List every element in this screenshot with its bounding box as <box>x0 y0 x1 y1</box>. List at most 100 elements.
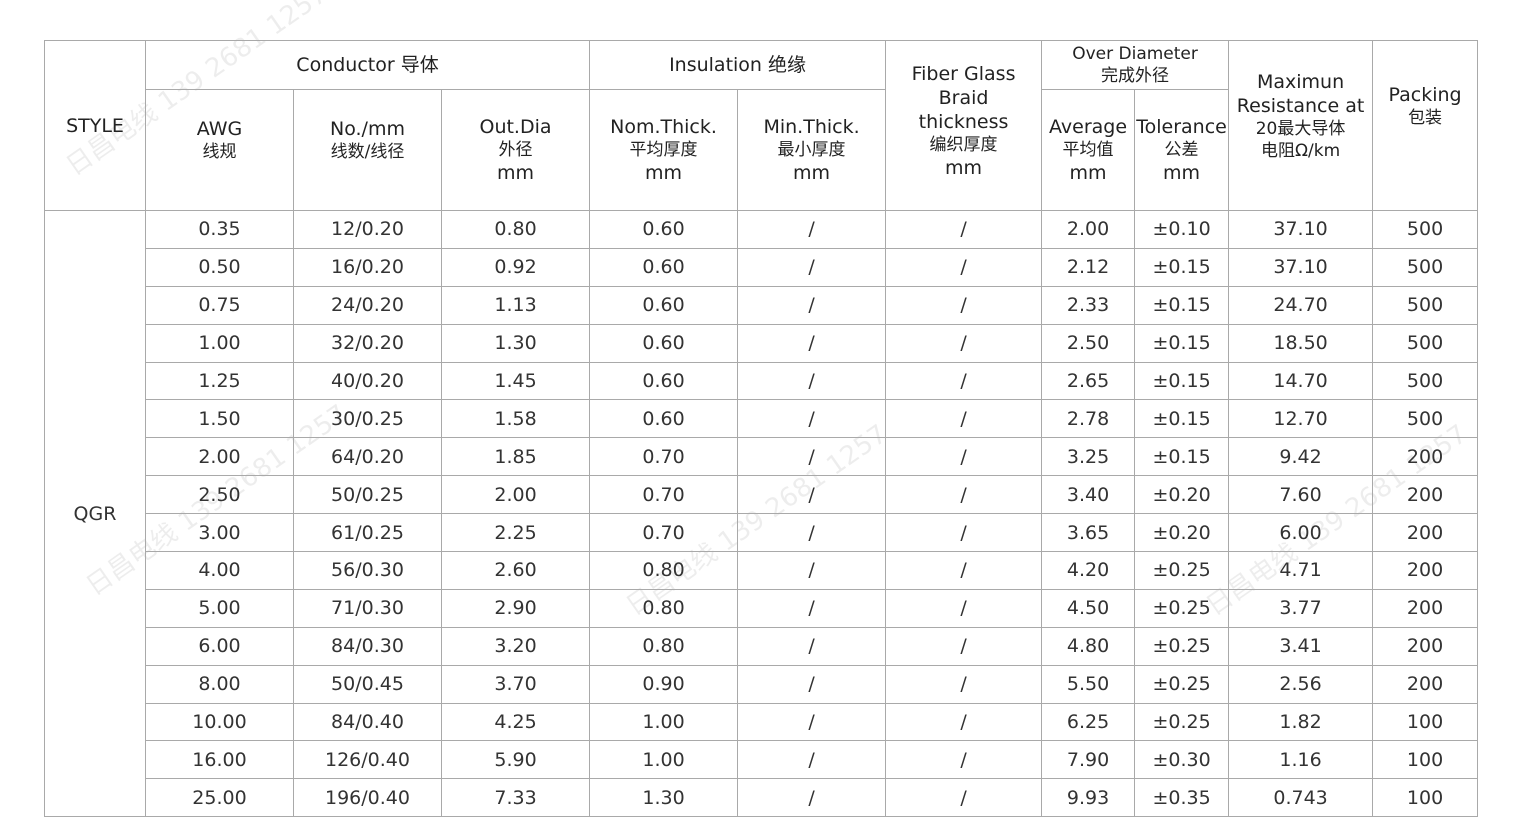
cell-no-mm: 84/0.30 <box>293 626 442 666</box>
table-row: 5.00 71/0.30 2.90 0.80//4.50 ±0.25 3.77 200 <box>45 588 1479 628</box>
cell-out-dia: 4.25 <box>440 702 591 742</box>
header-average: Average 平均值 mm <box>1041 89 1136 211</box>
cell-nom-thick: 0.60 <box>589 323 739 363</box>
cell-out-dia: 0.92 <box>440 247 591 287</box>
cell-max-resistance: 4.71 <box>1228 551 1374 590</box>
cell-awg: 3.00 <box>145 513 294 553</box>
cell-fiber-glass: / <box>885 588 1043 628</box>
cell-nom-thick: 0.70 <box>589 437 739 477</box>
header-min-thick: Min.Thick. 最小厚度 mm <box>737 89 887 211</box>
cell-packing: 500 <box>1372 361 1479 401</box>
header-style: STYLE <box>44 40 146 211</box>
cell-no-mm: 32/0.20 <box>293 323 442 363</box>
cell-nom-thick: 0.90 <box>589 664 739 704</box>
cell-tolerance: ±0.15 <box>1134 399 1230 439</box>
cell-nom-thick: 0.60 <box>589 247 739 287</box>
cell-packing: 200 <box>1372 588 1479 628</box>
cell-no-mm: 56/0.30 <box>293 551 442 590</box>
cell-min-thick: / <box>737 475 887 515</box>
cell-nom-thick: 1.30 <box>589 778 739 818</box>
cell-no-mm: 71/0.30 <box>293 588 442 628</box>
cell-min-thick: / <box>737 399 887 439</box>
header-fiber-glass: Fiber Glass Braid thickness 编织厚度 mm <box>885 40 1043 211</box>
cell-packing: 200 <box>1372 551 1479 590</box>
table-row: 0.50 16/0.20 0.92 0.60//2.12 ±0.15 37.10 500 <box>45 247 1479 287</box>
cell-average: 3.25 <box>1041 437 1136 477</box>
cell-no-mm: 126/0.40 <box>293 740 442 780</box>
cell-max-resistance: 3.41 <box>1228 626 1374 666</box>
cell-no-mm: 24/0.20 <box>293 285 442 325</box>
cell-no-mm: 30/0.25 <box>293 399 442 439</box>
table-row: 16.00 126/0.40 5.90 1.00//7.90 ±0.30 1.16 100 <box>45 740 1479 780</box>
cell-nom-thick: 0.60 <box>589 285 739 325</box>
cell-fiber-glass: / <box>885 702 1043 742</box>
cell-max-resistance: 0.743 <box>1228 778 1374 818</box>
table-row: 0.75 24/0.20 1.13 0.60//2.33 ±0.15 24.70 500 <box>45 285 1479 325</box>
cell-out-dia: 2.00 <box>440 475 591 515</box>
cell-min-thick: / <box>737 361 887 401</box>
header-tolerance: Tolerance 公差 mm <box>1134 89 1230 211</box>
cell-out-dia: 2.90 <box>440 588 591 628</box>
cell-no-mm: 50/0.45 <box>293 664 442 704</box>
cell-tolerance: ±0.25 <box>1134 588 1230 628</box>
cell-max-resistance: 2.56 <box>1228 664 1374 704</box>
cell-awg: 10.00 <box>145 702 294 742</box>
table-row: 1.50 30/0.25 1.58 0.60//2.78 ±0.15 12.70 500 <box>45 399 1479 439</box>
header-packing: Packing 包装 <box>1372 40 1479 211</box>
header-no-mm: No./mm 线数/线径 <box>293 89 442 211</box>
cell-tolerance: ±0.20 <box>1134 475 1230 515</box>
cell-awg: 2.00 <box>145 437 294 477</box>
cell-nom-thick: 0.80 <box>589 588 739 628</box>
cell-fiber-glass: / <box>885 513 1043 553</box>
cell-awg: 1.50 <box>145 399 294 439</box>
cell-no-mm: 61/0.25 <box>293 513 442 553</box>
cell-average: 2.00 <box>1041 210 1136 249</box>
table-row: 1.00 32/0.20 1.30 0.60//2.50 ±0.15 18.50 500 <box>45 323 1479 363</box>
cell-no-mm: 50/0.25 <box>293 475 442 515</box>
cell-packing: 100 <box>1372 702 1479 742</box>
cell-average: 5.50 <box>1041 664 1136 704</box>
cell-awg: 8.00 <box>145 664 294 704</box>
cell-tolerance: ±0.15 <box>1134 247 1230 287</box>
cell-packing: 200 <box>1372 626 1479 666</box>
cell-tolerance: ±0.25 <box>1134 664 1230 704</box>
spec-table: STYLE Conductor 导体 Insulation 绝缘 Fiber G… <box>44 40 1479 818</box>
cell-min-thick: / <box>737 626 887 666</box>
cell-average: 2.12 <box>1041 247 1136 287</box>
cell-tolerance: ±0.15 <box>1134 323 1230 363</box>
cell-awg: 1.25 <box>145 361 294 401</box>
cell-awg: 25.00 <box>145 778 294 818</box>
cell-awg: 0.35 <box>145 210 294 249</box>
cell-fiber-glass: / <box>885 626 1043 666</box>
cell-max-resistance: 14.70 <box>1228 361 1374 401</box>
cell-tolerance: ±0.35 <box>1134 778 1230 818</box>
style-cell: QGR <box>44 209 146 818</box>
cell-tolerance: ±0.25 <box>1134 702 1230 742</box>
cell-packing: 200 <box>1372 437 1479 477</box>
cell-average: 9.93 <box>1041 778 1136 818</box>
cell-nom-thick: 0.60 <box>589 361 739 401</box>
cell-out-dia: 3.70 <box>440 664 591 704</box>
cell-fiber-glass: / <box>885 551 1043 590</box>
table-row: 2.50 50/0.25 2.00 0.70//3.40 ±0.20 7.60 200 <box>45 475 1479 515</box>
header-max-resistance: Maximun Resistance at 20最大导体 电阻Ω/km <box>1228 40 1374 211</box>
table-row: 6.00 84/0.30 3.20 0.80//4.80 ±0.25 3.41 200 <box>45 626 1479 666</box>
cell-out-dia: 5.90 <box>440 740 591 780</box>
cell-average: 4.80 <box>1041 626 1136 666</box>
cell-nom-thick: 0.70 <box>589 513 739 553</box>
cell-no-mm: 40/0.20 <box>293 361 442 401</box>
cell-no-mm: 64/0.20 <box>293 437 442 477</box>
cell-fiber-glass: / <box>885 399 1043 439</box>
cell-fiber-glass: / <box>885 285 1043 325</box>
cell-average: 2.78 <box>1041 399 1136 439</box>
cell-min-thick: / <box>737 285 887 325</box>
cell-awg: 4.00 <box>145 551 294 590</box>
cell-nom-thick: 0.80 <box>589 551 739 590</box>
cell-awg: 0.75 <box>145 285 294 325</box>
cell-max-resistance: 12.70 <box>1228 399 1374 439</box>
cell-fiber-glass: / <box>885 361 1043 401</box>
cell-max-resistance: 7.60 <box>1228 475 1374 515</box>
cell-min-thick: / <box>737 664 887 704</box>
cell-min-thick: / <box>737 437 887 477</box>
cell-no-mm: 196/0.40 <box>293 778 442 818</box>
